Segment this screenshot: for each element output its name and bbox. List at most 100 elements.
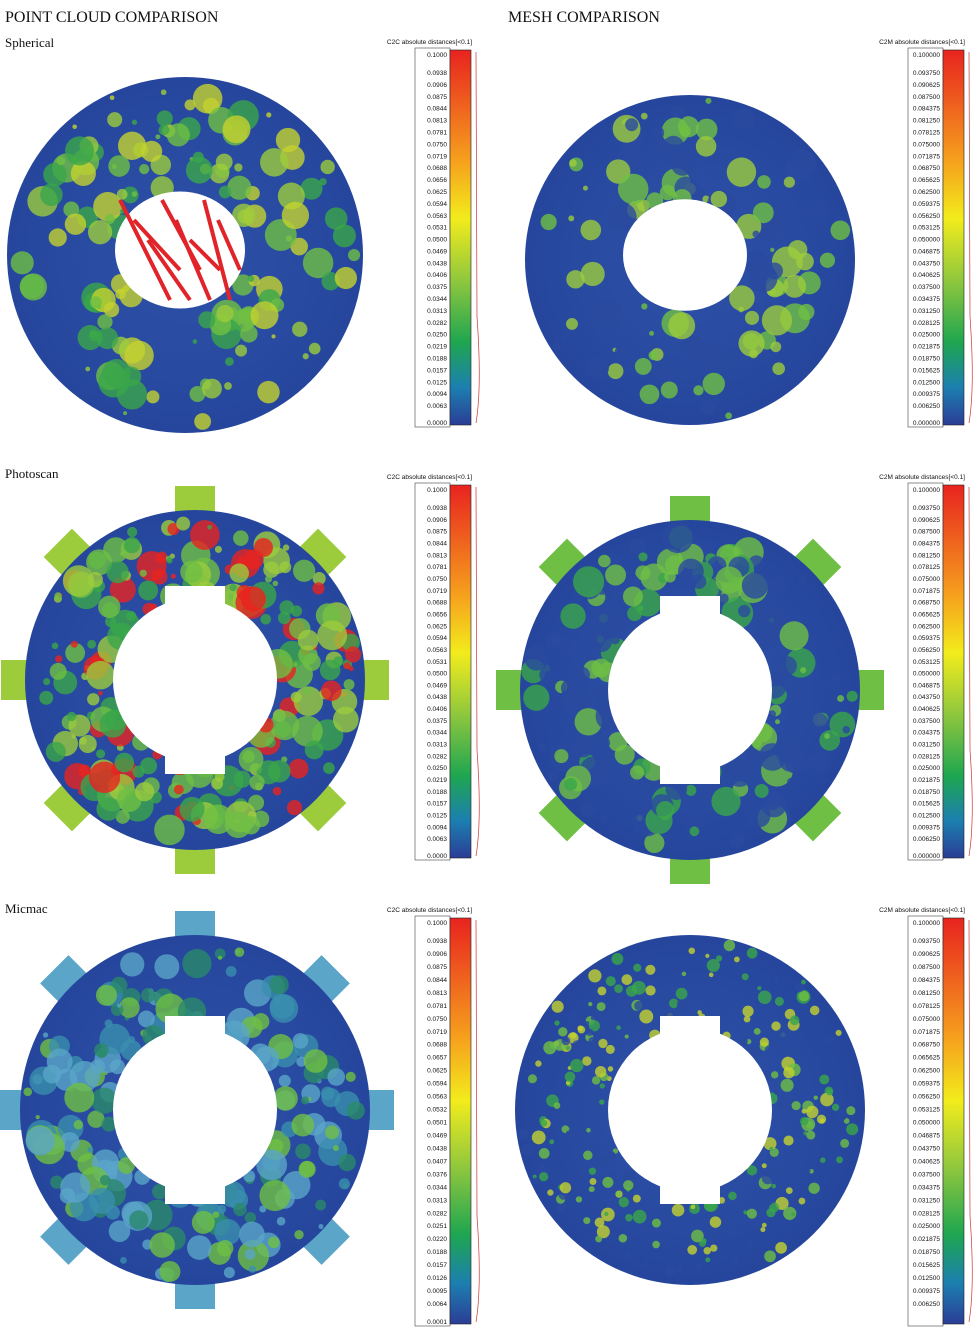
- patch: [257, 381, 279, 403]
- patch: [233, 530, 249, 546]
- scale-tick-label: 0.0688: [427, 165, 447, 172]
- patch: [676, 988, 688, 1000]
- patch: [688, 947, 695, 954]
- patch: [198, 311, 215, 328]
- patch: [747, 1209, 757, 1219]
- scale-tick-label: 0.0719: [427, 153, 447, 160]
- patch: [843, 726, 851, 734]
- patch: [241, 586, 266, 611]
- patch: [799, 1198, 806, 1205]
- scale-tick-label: 0.0157: [427, 801, 447, 808]
- patch: [65, 136, 94, 165]
- patch: [783, 1067, 794, 1078]
- patch: [182, 949, 211, 978]
- patch: [802, 1109, 807, 1114]
- patch: [303, 353, 309, 359]
- scale-tick-label: 0.090625: [913, 951, 940, 958]
- patch: [598, 1039, 607, 1048]
- patch: [540, 1120, 547, 1127]
- scale-tick-label: 0.0844: [427, 106, 447, 113]
- scale-tick-label: 0.009375: [913, 824, 940, 831]
- patch: [800, 1117, 808, 1125]
- patch: [546, 632, 562, 648]
- patch: [772, 1167, 780, 1175]
- scale-tick-label: 0.078125: [913, 129, 940, 136]
- patch: [270, 975, 289, 994]
- scale-tick-label: 0.0813: [427, 552, 447, 559]
- patch: [744, 1016, 751, 1023]
- patch: [327, 1068, 345, 1086]
- histogram: [969, 52, 972, 423]
- patch: [154, 815, 185, 846]
- patch: [664, 571, 676, 583]
- histogram: [476, 920, 479, 1322]
- patch: [36, 1115, 40, 1119]
- patch: [614, 984, 623, 993]
- patch: [273, 581, 279, 587]
- scale-tick-label: 0.0563: [427, 213, 447, 220]
- scale-tick-label: 0.0344: [427, 730, 447, 737]
- patch: [161, 89, 167, 95]
- patch: [826, 1088, 833, 1095]
- patch: [662, 522, 693, 553]
- patch: [836, 1030, 842, 1036]
- patch: [608, 1151, 616, 1159]
- patch: [89, 1188, 115, 1214]
- patch: [49, 228, 67, 246]
- point-cloud-image: [515, 935, 865, 1285]
- scale-tick-label: 0.040625: [913, 706, 940, 713]
- patch: [282, 202, 309, 229]
- patch: [711, 787, 740, 816]
- patch: [595, 1155, 608, 1168]
- scale-tick-label: 0.0625: [427, 623, 447, 630]
- patch: [668, 312, 695, 339]
- patch: [595, 1235, 602, 1242]
- patch: [757, 175, 771, 189]
- patch: [817, 1115, 826, 1124]
- patch: [293, 662, 297, 666]
- row-label: Micmac: [5, 901, 48, 916]
- patch: [323, 762, 335, 774]
- scale-title: C2C absolute distances[<0.1]: [387, 39, 472, 46]
- patch: [687, 1245, 697, 1255]
- patch: [775, 1242, 787, 1254]
- patch: [644, 1261, 649, 1266]
- patch: [589, 1186, 595, 1192]
- patch: [138, 1011, 155, 1028]
- patch: [46, 742, 66, 762]
- scale-tick-label: 0.0094: [427, 391, 447, 398]
- scale-tick-label: 0.0469: [427, 682, 447, 689]
- scale-tick-label: 0.0625: [427, 1068, 447, 1075]
- patch: [149, 1232, 174, 1257]
- patch: [213, 1211, 220, 1218]
- hole-notch: [660, 1016, 720, 1040]
- patch: [696, 343, 724, 371]
- patch: [558, 1027, 567, 1036]
- patch: [588, 1002, 592, 1006]
- patch: [719, 594, 728, 603]
- patch: [117, 379, 147, 409]
- patch: [185, 99, 196, 110]
- patch: [555, 1056, 560, 1061]
- patch: [696, 136, 717, 157]
- patch: [87, 640, 96, 649]
- patch: [72, 124, 77, 129]
- patch: [764, 1250, 776, 1262]
- patch: [662, 136, 684, 158]
- patch: [539, 208, 543, 212]
- scale-tick-label: 0.065625: [913, 1055, 940, 1062]
- patch: [619, 1234, 628, 1243]
- patch: [633, 1210, 647, 1224]
- scale-tick-label: 0.009375: [913, 1288, 940, 1295]
- patch: [566, 1046, 571, 1051]
- patch: [721, 1007, 729, 1015]
- scale-tick-label: 0.0938: [427, 505, 447, 512]
- patch: [333, 707, 359, 733]
- patch: [710, 1216, 722, 1228]
- patch: [583, 1151, 593, 1161]
- patch: [599, 813, 607, 821]
- scale-tick-label: 0.071875: [913, 153, 940, 160]
- scale-tick-label: 0.025000: [913, 765, 940, 772]
- patch: [635, 358, 652, 375]
- scale-tick-label: 0.065625: [913, 611, 940, 618]
